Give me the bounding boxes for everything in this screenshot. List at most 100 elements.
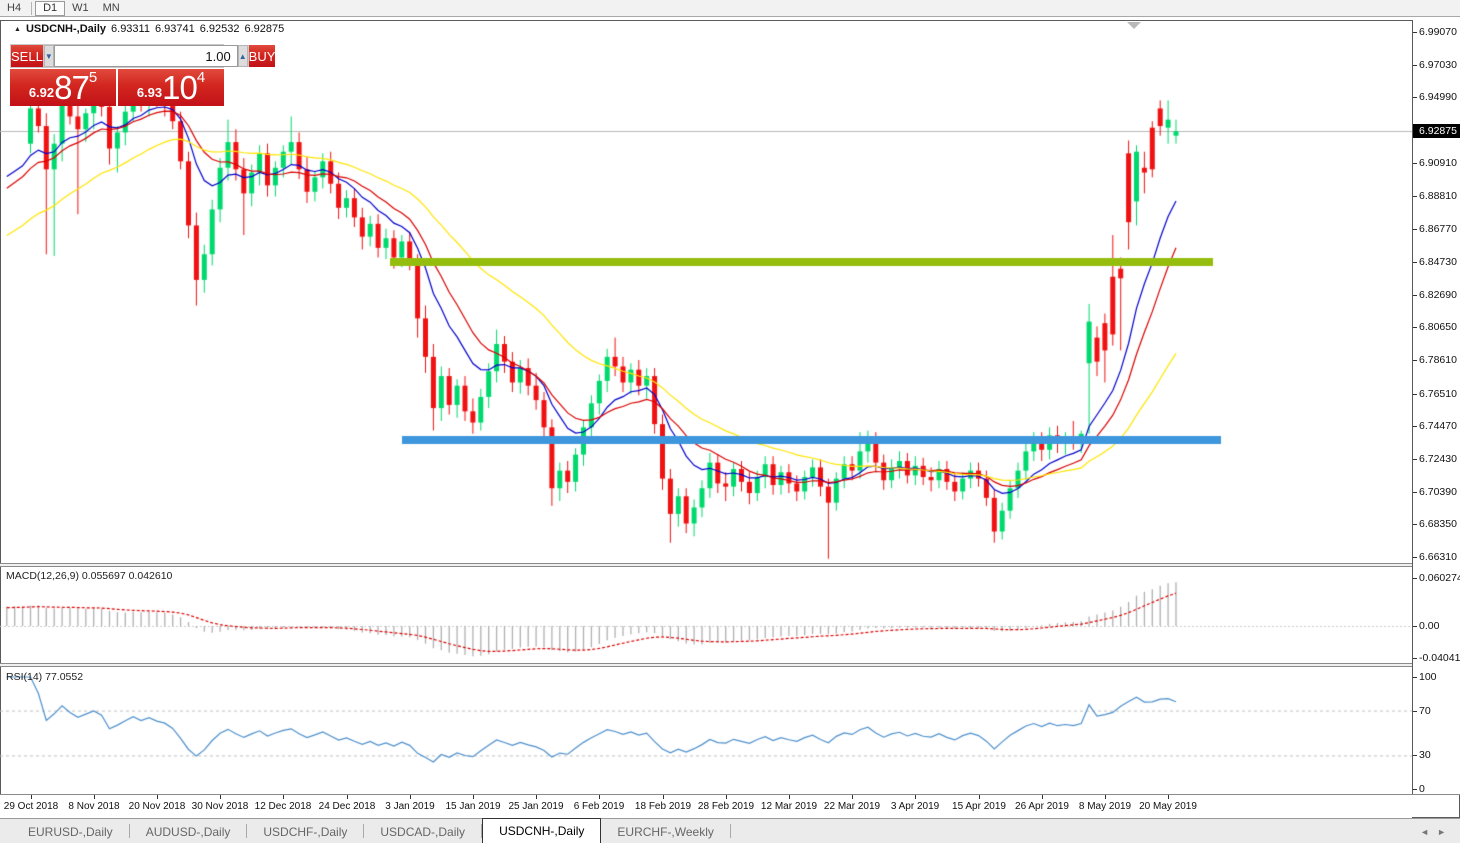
ohlc-open: 6.93311 bbox=[111, 23, 150, 35]
buy-button[interactable]: BUY bbox=[247, 45, 276, 67]
date-axis-label: 12 Mar 2019 bbox=[760, 801, 818, 812]
panel-collapse-icon[interactable]: ▲ bbox=[14, 25, 21, 33]
macd-axis-label: 0.060274 bbox=[1419, 572, 1460, 584]
chart-tab-audusd-daily[interactable]: AUDUSD-,Daily bbox=[145, 824, 231, 839]
price-axis-label-tick bbox=[1413, 426, 1417, 427]
date-axis-label: 25 Jan 2019 bbox=[508, 801, 564, 812]
date-axis-label: 8 May 2019 bbox=[1078, 801, 1132, 812]
rsi-axis-label: 70 bbox=[1419, 705, 1431, 717]
tab-scroll-right-icon: ► bbox=[1437, 827, 1454, 837]
price-axis-label-tick bbox=[1413, 163, 1417, 164]
ohlc-high: 6.93741 bbox=[154, 23, 195, 35]
date-axis-separator bbox=[0, 794, 1460, 795]
rsi-axis-label: 100 bbox=[1419, 671, 1437, 683]
chart-tab-usdchf-daily[interactable]: USDCHF-,Daily bbox=[263, 824, 348, 839]
date-axis-label: 26 Apr 2019 bbox=[1015, 801, 1069, 812]
ask-price-button[interactable]: 6.93 10 4 bbox=[118, 69, 224, 106]
timeframe-toolbar: H4 D1 W1 MN bbox=[0, 0, 1460, 17]
rsi-value: 77.0552 bbox=[45, 671, 84, 683]
sell-button[interactable]: SELL bbox=[11, 45, 44, 67]
macd-value-main: 0.055697 bbox=[81, 570, 126, 582]
macd-label: MACD(12,26,9) 0.055697 0.042610 bbox=[6, 570, 173, 582]
ohlc-low: 6.92532 bbox=[199, 23, 240, 35]
tab-divider bbox=[481, 824, 483, 838]
date-axis[interactable]: 29 Oct 2018 8 Nov 2018 20 Nov 2018 30 Nov 2… bbox=[0, 795, 1412, 818]
date-axis-label: 20 Nov 2018 bbox=[128, 801, 186, 812]
date-axis-label: 3 Jan 2019 bbox=[385, 801, 435, 812]
date-axis-label: 3 Apr 2019 bbox=[890, 801, 940, 812]
bid-price-small: 6.92 bbox=[28, 85, 55, 100]
chart-symbol-period: USDCNH-,Daily bbox=[25, 23, 107, 35]
ask-price-big: 10 bbox=[162, 69, 198, 106]
price-axis-label-tick bbox=[1413, 327, 1417, 328]
panel-splitter-macd[interactable] bbox=[0, 563, 1460, 567]
volume-input[interactable] bbox=[53, 45, 238, 67]
price-axis-label-tick bbox=[1413, 360, 1417, 361]
rsi-axis-label: 30 bbox=[1419, 749, 1431, 761]
price-axis-label: 6.99070 bbox=[1419, 26, 1457, 38]
price-axis[interactable] bbox=[1412, 20, 1460, 794]
chart-title: ▲ USDCNH-,Daily 6.93311 6.93741 6.92532 … bbox=[14, 23, 284, 35]
rsi-axis-label-tick bbox=[1413, 711, 1417, 712]
date-axis-label: 6 Feb 2019 bbox=[573, 801, 625, 812]
volume-increase-button[interactable]: ▲ bbox=[237, 45, 248, 67]
timeframe-d1-button[interactable]: D1 bbox=[35, 0, 66, 16]
price-axis-label: 6.68350 bbox=[1419, 518, 1457, 530]
price-axis-label: 6.80650 bbox=[1419, 321, 1457, 333]
date-tick bbox=[31, 795, 32, 799]
date-tick bbox=[283, 795, 284, 799]
date-tick bbox=[979, 795, 980, 799]
price-axis-label-tick bbox=[1413, 229, 1417, 230]
timeframe-h4-button[interactable]: H4 bbox=[7, 2, 22, 14]
macd-value-signal: 0.042610 bbox=[128, 570, 173, 582]
chart-tab-usdcnh-daily[interactable]: USDCNH-,Daily bbox=[482, 818, 602, 843]
price-axis-label-tick bbox=[1413, 97, 1417, 98]
panel-splitter-rsi[interactable] bbox=[0, 663, 1460, 667]
date-tick bbox=[915, 795, 916, 799]
chart-tab-usdcad-daily[interactable]: USDCAD-,Daily bbox=[380, 824, 466, 839]
price-axis-label: 6.97030 bbox=[1419, 59, 1457, 71]
price-axis-label-tick bbox=[1413, 295, 1417, 296]
macd-axis-label-tick bbox=[1413, 626, 1417, 627]
date-tick bbox=[1042, 795, 1043, 799]
ask-price-pip: 4 bbox=[196, 69, 206, 86]
price-axis-label: 6.88810 bbox=[1419, 190, 1457, 202]
date-tick bbox=[663, 795, 664, 799]
date-axis-label: 15 Jan 2019 bbox=[445, 801, 501, 812]
macd-indicator-canvas[interactable] bbox=[0, 567, 1412, 663]
price-axis-label-tick bbox=[1413, 524, 1417, 525]
price-axis-label-tick bbox=[1413, 196, 1417, 197]
price-axis-label: 6.82690 bbox=[1419, 289, 1457, 301]
price-axis-label-tick bbox=[1413, 262, 1417, 263]
price-axis-label: 6.84730 bbox=[1419, 256, 1457, 268]
date-axis-label: 12 Dec 2018 bbox=[254, 801, 312, 812]
chart-tab-eurchf-weekly[interactable]: EURCHF-,Weekly bbox=[617, 824, 714, 839]
volume-decrease-button[interactable]: ▼ bbox=[43, 45, 54, 67]
price-axis-label: 6.78610 bbox=[1419, 354, 1457, 366]
date-tick bbox=[347, 795, 348, 799]
rsi-label: RSI(14) 77.0552 bbox=[6, 671, 84, 683]
price-chart-canvas[interactable] bbox=[0, 20, 1412, 563]
bid-price-big: 87 bbox=[54, 69, 90, 106]
tab-divider bbox=[363, 824, 365, 838]
timeframe-w1-button[interactable]: W1 bbox=[72, 2, 89, 14]
bid-price-pip: 5 bbox=[88, 69, 98, 86]
date-axis-label: 18 Feb 2019 bbox=[634, 801, 692, 812]
price-axis-label: 6.72430 bbox=[1419, 453, 1457, 465]
tab-scroll-left-icon: ◄ bbox=[1420, 827, 1438, 837]
tab-scroll-arrows[interactable]: ◄► bbox=[1420, 827, 1454, 837]
chart-tab-eurusd-daily[interactable]: EURUSD-,Daily bbox=[28, 824, 113, 839]
timeframe-mn-button[interactable]: MN bbox=[102, 2, 120, 14]
rsi-axis-label: 0 bbox=[1419, 783, 1425, 795]
macd-axis-label: -0.040412 bbox=[1419, 652, 1460, 664]
rsi-indicator-canvas[interactable] bbox=[0, 667, 1412, 794]
date-axis-label: 8 Nov 2018 bbox=[68, 801, 120, 812]
price-axis-label-tick bbox=[1413, 394, 1417, 395]
date-tick bbox=[220, 795, 221, 799]
date-tick bbox=[157, 795, 158, 799]
bid-price-button[interactable]: 6.92 87 5 bbox=[10, 69, 116, 106]
date-axis-label: 24 Dec 2018 bbox=[318, 801, 376, 812]
price-axis-label: 6.86770 bbox=[1419, 223, 1457, 235]
rsi-axis-label-tick bbox=[1413, 755, 1417, 756]
